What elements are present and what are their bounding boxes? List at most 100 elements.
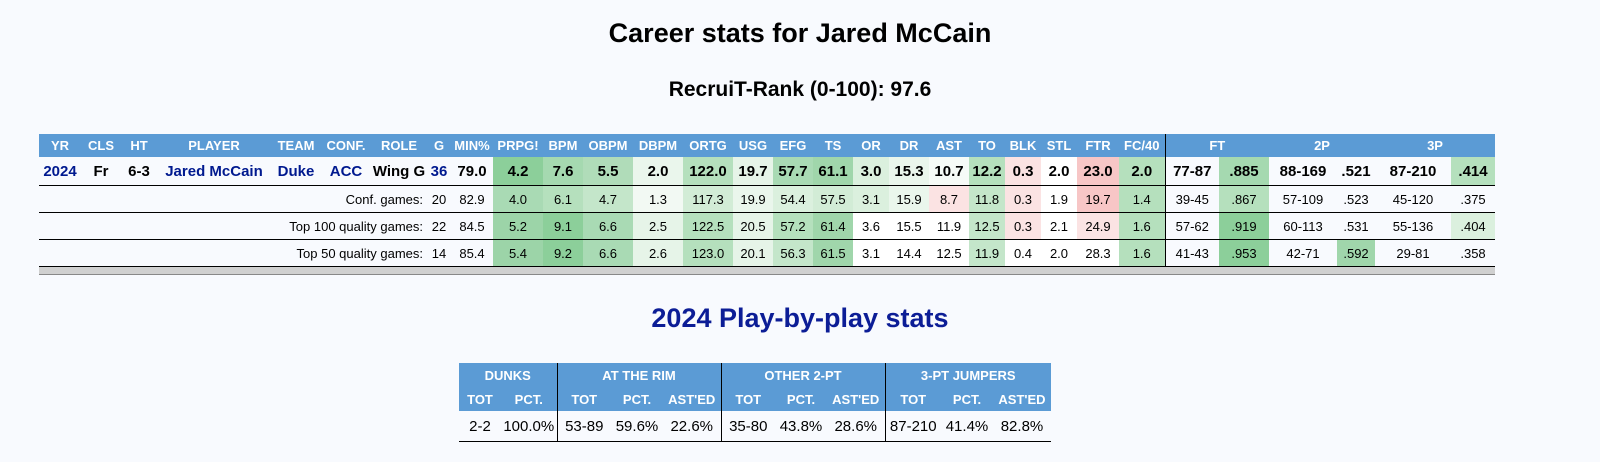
- stat-cell: 3.1: [853, 185, 889, 213]
- pbp-col-header: TOT: [459, 388, 501, 411]
- stat-cell: 20.5: [733, 212, 773, 240]
- split-label: Conf. games:: [39, 185, 427, 213]
- stat-cell: 6.1: [543, 185, 583, 213]
- stat-cell: 55-136: [1375, 212, 1452, 240]
- stat-cell: 0.3: [1005, 185, 1041, 213]
- stat-cell: 15.5: [889, 212, 929, 240]
- col-header-3p: 3P: [1375, 134, 1496, 157]
- career-stats-table: YR CLS HT PLAYER TEAM CONF. ROLE G MIN% PRPG! BPM O…: [39, 134, 1496, 275]
- stat-cell: 61.1: [813, 157, 853, 186]
- pbp-value-cell: 53-89: [556, 411, 611, 442]
- stat-cell: 7.6: [543, 157, 583, 186]
- stat-cell: 122.0: [683, 157, 733, 186]
- stat-cell: 2.1: [1041, 212, 1077, 240]
- col-header-ft: FT: [1164, 134, 1270, 157]
- stat-cell: 87-210: [1375, 157, 1452, 186]
- stat-cell: 45-120: [1375, 185, 1452, 213]
- stat-cell: 61.5: [813, 239, 853, 267]
- stat-cell: 0.4: [1005, 239, 1041, 267]
- pbp-value-cell: 28.6%: [827, 411, 885, 442]
- pbp-group-at-the-rim: AT THE RIM: [556, 363, 721, 388]
- cell-cls: Fr: [81, 157, 121, 186]
- stat-cell: 22: [427, 212, 451, 240]
- col-header-fc40: FC/40: [1119, 134, 1165, 157]
- stat-cell: 2.5: [633, 212, 683, 240]
- col-header-dbpm: DBPM: [633, 134, 683, 157]
- col-header-usg: USG: [733, 134, 773, 157]
- stat-cell: .531: [1337, 212, 1376, 240]
- stat-cell[interactable]: 36: [427, 157, 451, 186]
- pbp-col-header: PCT.: [775, 388, 827, 411]
- stat-cell: 56.3: [773, 239, 813, 267]
- col-header-obpm: OBPM: [583, 134, 633, 157]
- stat-cell: 84.5: [451, 212, 493, 240]
- stat-cell: 2.0: [1119, 157, 1165, 186]
- cell-team[interactable]: Duke: [271, 157, 321, 186]
- career-header-row: YR CLS HT PLAYER TEAM CONF. ROLE G MIN% PRPG! BPM O…: [39, 134, 1496, 157]
- stat-cell: 9.2: [543, 239, 583, 267]
- col-header-ast: AST: [929, 134, 969, 157]
- col-header-2p: 2P: [1269, 134, 1376, 157]
- stat-cell: 2.0: [633, 157, 683, 186]
- split-label: Top 50 quality games:: [39, 239, 427, 267]
- stat-cell: 57.7: [773, 157, 813, 186]
- col-header-blk: BLK: [1005, 134, 1041, 157]
- stat-cell: 79.0: [451, 157, 493, 186]
- stat-cell: 24.9: [1077, 212, 1119, 240]
- pbp-col-header: AST'ED: [827, 388, 885, 411]
- pbp-group-3-pt-jumpers: 3-PT JUMPERS: [884, 363, 1051, 388]
- stat-cell: 5.4: [493, 239, 543, 267]
- pbp-value-cell: 43.8%: [775, 411, 827, 442]
- table-row-split: Top 100 quality games: 22 84.5 5.2 9.1 6.6 2.5…: [39, 212, 1496, 240]
- stat-cell: 14.4: [889, 239, 929, 267]
- pbp-value-cell: 35-80: [720, 411, 775, 442]
- stat-cell: 39-45: [1164, 185, 1219, 213]
- stat-cell: .375: [1451, 185, 1496, 213]
- stat-cell: 82.9: [451, 185, 493, 213]
- pbp-group-dunks: DUNKS: [459, 363, 557, 388]
- pbp-col-header: PCT.: [611, 388, 663, 411]
- stat-cell: 29-81: [1375, 239, 1452, 267]
- stat-cell: 41-43: [1164, 239, 1219, 267]
- stat-cell: 4.0: [493, 185, 543, 213]
- stat-cell: 15.9: [889, 185, 929, 213]
- stat-cell: 11.8: [969, 185, 1005, 213]
- col-header-bpm: BPM: [543, 134, 583, 157]
- cell-conf[interactable]: ACC: [321, 157, 371, 186]
- stat-cell: 10.7: [929, 157, 969, 186]
- stat-cell: 19.7: [1077, 185, 1119, 213]
- stat-cell: 23.0: [1077, 157, 1119, 186]
- stat-cell: 60-113: [1269, 212, 1338, 240]
- col-header-min: MIN%: [451, 134, 493, 157]
- table-row-career-2024: 2024 Fr 6-3 Jared McCain Duke ACC Wing G 36 79.0…: [39, 157, 1496, 186]
- stat-cell: 122.5: [683, 212, 733, 240]
- stat-cell: 11.9: [969, 239, 1005, 267]
- stat-cell: 15.3: [889, 157, 929, 186]
- pbp-column-row: TOT PCT. TOT PCT. AST'ED TOT PCT. AST'ED TOT PCT.…: [459, 388, 1051, 411]
- pbp-col-header: AST'ED: [993, 388, 1051, 411]
- stat-cell: 1.6: [1119, 212, 1165, 240]
- pbp-value-cell: 82.8%: [993, 411, 1051, 442]
- stat-cell: .867: [1219, 185, 1270, 213]
- stat-cell: 6.6: [583, 239, 633, 267]
- stat-cell: 54.4: [773, 185, 813, 213]
- table-row-split: Top 50 quality games: 14 85.4 5.4 9.2 6.6 2.6 1…: [39, 239, 1496, 267]
- stat-cell: 0.3: [1005, 157, 1041, 186]
- stat-cell: .919: [1219, 212, 1270, 240]
- stat-cell: 5.2: [493, 212, 543, 240]
- stat-cell: 28.3: [1077, 239, 1119, 267]
- stat-cell: 2.0: [1041, 157, 1077, 186]
- stat-cell: 6.6: [583, 212, 633, 240]
- pbp-value-cell: 59.6%: [611, 411, 663, 442]
- stat-cell: 1.3: [633, 185, 683, 213]
- pbp-values-row: 2-2 100.0% 53-89 59.6% 22.6% 35-80 43.8% 28.6% 8…: [459, 411, 1051, 442]
- cell-player[interactable]: Jared McCain: [157, 157, 271, 186]
- stat-cell: 5.5: [583, 157, 633, 186]
- col-header-ftr: FTR: [1077, 134, 1119, 157]
- pbp-col-header: TOT: [556, 388, 611, 411]
- cell-role: Wing G: [371, 157, 427, 186]
- col-header-or: OR: [853, 134, 889, 157]
- stat-cell: 20.1: [733, 239, 773, 267]
- stat-cell: .523: [1337, 185, 1376, 213]
- stat-cell: 1.6: [1119, 239, 1165, 267]
